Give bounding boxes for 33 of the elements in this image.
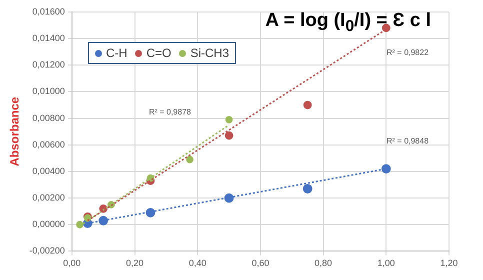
y-tick-label: 0,00000 <box>32 219 65 230</box>
point <box>303 100 312 110</box>
x-tick-label: 0,00 <box>63 258 81 268</box>
point <box>224 131 234 140</box>
y-tick-label: 0,00800 <box>32 112 65 123</box>
x-tick-label: 1,20 <box>440 258 458 268</box>
x-tick-label: 1,00 <box>377 258 395 268</box>
y-tick-label: 0,01600 <box>32 6 65 16</box>
y-tick-label: 0,00400 <box>32 166 65 176</box>
y-tick-label: 0,01200 <box>32 60 65 70</box>
annotation: R² = 0,9878 <box>148 108 192 117</box>
annotation: R² = 0,9822 <box>386 48 430 57</box>
legend-label: C-H <box>106 46 128 60</box>
x-tick-label: 0,20 <box>126 258 144 268</box>
y-tick-label: -0,00200 <box>29 246 65 256</box>
y-tick-label: 0,00200 <box>32 192 65 203</box>
annotation: R² = 0,9848 <box>386 136 430 146</box>
x-tick-label: 0,40 <box>188 258 206 268</box>
x-tick-label: 0,80 <box>314 258 332 268</box>
point <box>76 220 84 228</box>
y-tick-label: 0,00600 <box>32 139 65 150</box>
legend-label: Si-CH3 <box>190 46 230 60</box>
point <box>302 184 312 194</box>
y-tick-label: 0,01400 <box>32 33 65 44</box>
chart-title: A = log (I$_{0}$/I) = Ɛ c l <box>265 10 431 36</box>
point <box>382 24 390 32</box>
point <box>225 116 233 124</box>
y-tick-label: 0,01000 <box>32 86 65 96</box>
point <box>381 164 391 174</box>
point <box>186 156 194 164</box>
y-axis-title: Absorbance <box>8 96 22 166</box>
legend-label: C=O <box>146 46 172 60</box>
x-tick-label: 0,60 <box>252 258 270 268</box>
